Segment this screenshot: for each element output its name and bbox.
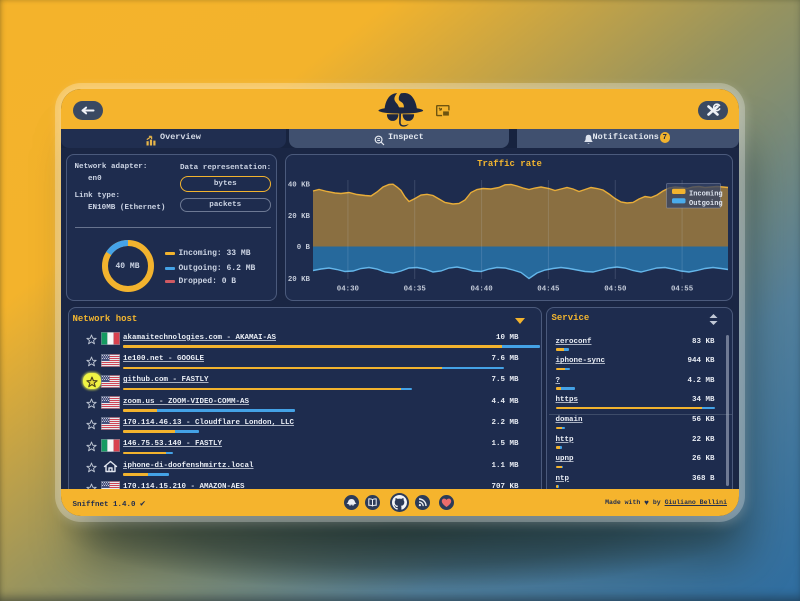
svg-text:40 KB: 40 KB bbox=[287, 182, 310, 190]
svg-text:20 KB: 20 KB bbox=[287, 276, 310, 284]
svg-text:0 B: 0 B bbox=[296, 244, 310, 252]
svg-text:Incoming: Incoming bbox=[689, 191, 723, 199]
svg-text:04:45: 04:45 bbox=[537, 286, 560, 294]
svg-text:04:50: 04:50 bbox=[604, 286, 627, 294]
svg-text:04:30: 04:30 bbox=[336, 286, 359, 294]
svg-text:04:40: 04:40 bbox=[470, 286, 493, 294]
svg-text:Outgoing: Outgoing bbox=[689, 200, 723, 208]
svg-text:04:35: 04:35 bbox=[403, 286, 426, 294]
svg-text:04:55: 04:55 bbox=[671, 286, 694, 294]
svg-text:20 KB: 20 KB bbox=[287, 213, 310, 221]
